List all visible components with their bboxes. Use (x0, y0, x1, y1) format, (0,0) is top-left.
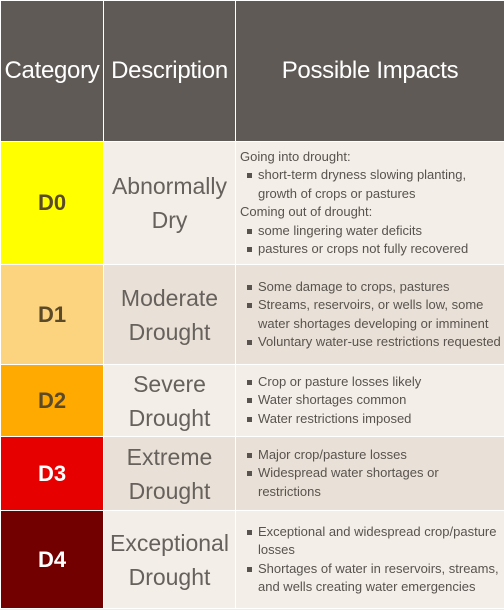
description-cell: Abnormally Dry (103, 141, 236, 265)
table-row-d4: D4 Exceptional Drought Exceptional and w… (0, 510, 504, 609)
impact-list: Exceptional and widespread crop/pasture … (240, 523, 502, 597)
impacts-cell: Major crop/pasture losses Widespread wat… (235, 436, 504, 511)
description-line: Drought (128, 563, 211, 590)
description-line: Drought (128, 477, 211, 504)
table-row-d0: D0 Abnormally Dry Going into drought: sh… (0, 141, 504, 265)
category-label: D4 (37, 546, 67, 572)
description-line: Drought (128, 404, 211, 431)
impact-item: pastures or crops not fully recovered (240, 240, 502, 259)
description-line: Exceptional (110, 529, 229, 556)
impact-item: Some damage to crops, pastures (240, 278, 502, 297)
description-cell: Extreme Drought (103, 436, 236, 511)
header-category: Category (0, 0, 104, 142)
impact-item: some lingering water deficits (240, 222, 502, 241)
category-cell: D4 (0, 510, 104, 609)
impact-list: Some damage to crops, pastures Streams, … (240, 278, 502, 352)
description-line: Dry (151, 207, 188, 233)
impact-item: Streams, reservoirs, or wells low, some … (240, 296, 502, 333)
table-row-d1: D1 Moderate Drought Some damage to crops… (0, 264, 504, 365)
category-label: D0 (37, 190, 67, 215)
impact-section-heading: Coming out of drought: (240, 204, 373, 219)
category-label: D3 (37, 460, 67, 486)
description-cell: Moderate Drought (103, 264, 236, 365)
impact-list: Crop or pasture losses likely Water shor… (240, 373, 502, 429)
description-line: Abnormally (111, 173, 228, 199)
description-line: Drought (128, 318, 211, 345)
category-label: D2 (37, 387, 67, 413)
category-cell: D2 (0, 364, 104, 437)
impacts-cell: Some damage to crops, pastures Streams, … (235, 264, 504, 365)
impact-item: Exceptional and widespread crop/pasture … (240, 523, 502, 560)
header-row: Category Description Possible Impacts (0, 0, 504, 142)
impacts-cell: Going into drought: short-term dryness s… (235, 141, 504, 265)
impact-item: Water shortages common (240, 391, 502, 410)
table-row-d3: D3 Extreme Drought Major crop/pasture lo… (0, 436, 504, 511)
description-cell: Exceptional Drought (103, 510, 236, 609)
impacts-cell: Exceptional and widespread crop/pasture … (235, 510, 504, 609)
impact-item: Water restrictions imposed (240, 410, 502, 429)
impact-item: Shortages of water in reservoirs, stream… (240, 560, 502, 597)
description-line: Severe (133, 370, 206, 397)
impact-item: Voluntary water-use restrictions request… (240, 333, 502, 352)
header-possible-impacts: Possible Impacts (235, 0, 504, 142)
impact-list: Major crop/pasture losses Widespread wat… (240, 446, 502, 502)
impacts-cell: Crop or pasture losses likely Water shor… (235, 364, 504, 437)
category-cell: D1 (0, 264, 104, 365)
impact-list: some lingering water deficits pastures o… (240, 222, 502, 259)
impact-section-heading: Going into drought: (240, 148, 351, 164)
description-line: Extreme (126, 443, 213, 470)
category-cell: D0 (0, 141, 104, 265)
category-label: D1 (37, 301, 67, 327)
description-line: Moderate (120, 284, 219, 311)
table-row-d2: D2 Severe Drought Crop or pasture losses… (0, 364, 504, 437)
impact-list: short-term dryness slowing planting, gro… (240, 166, 502, 203)
impact-item: short-term dryness slowing planting, gro… (240, 166, 502, 203)
category-cell: D3 (0, 436, 104, 511)
header-description: Description (103, 0, 236, 142)
description-cell: Severe Drought (103, 364, 236, 437)
impact-item: Major crop/pasture losses (240, 446, 502, 465)
impact-item: Widespread water shortages or restrictio… (240, 464, 502, 501)
impact-item: Crop or pasture losses likely (240, 373, 502, 392)
